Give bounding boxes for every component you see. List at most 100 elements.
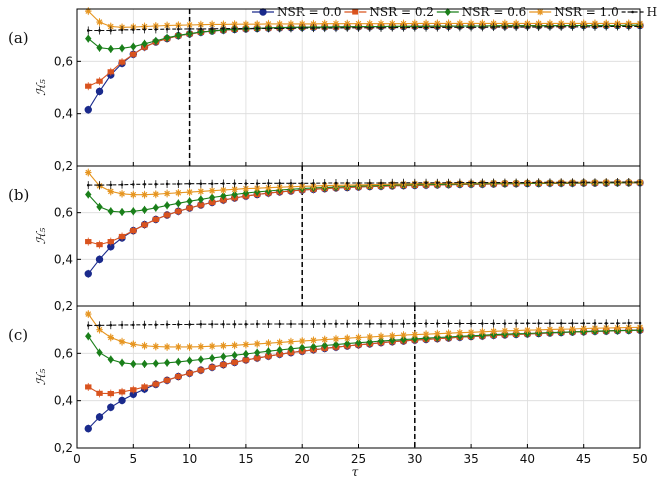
data-point: [366, 20, 373, 27]
data-point: [141, 39, 148, 48]
data-point: [390, 322, 394, 326]
data-point: [86, 29, 90, 32]
data-point: [154, 323, 158, 326]
x-tick-label: 10: [182, 452, 197, 466]
y-tick-label: 0,4: [54, 107, 73, 121]
data-point: [197, 343, 205, 350]
data-point: [253, 348, 261, 357]
data-point: [524, 326, 531, 334]
data-point: [210, 182, 214, 186]
data-point: [95, 87, 104, 96]
data-point: [593, 321, 597, 325]
data-point: [357, 322, 360, 326]
data-point: [265, 20, 272, 28]
data-point: [253, 340, 261, 348]
data-point: [604, 321, 608, 325]
data-point: [458, 322, 462, 325]
panel: 0,2 0,4 0,6 ℋ₅ (c) 0 5 10 15 20 25 30 35 40 45 50: [8, 305, 648, 466]
data-point: [366, 333, 373, 341]
data-point: [98, 324, 101, 327]
data-point: [86, 324, 90, 327]
data-point: [208, 354, 216, 363]
data-point: [436, 181, 439, 185]
data-point: [267, 322, 270, 326]
data-point: [222, 322, 225, 326]
data-point: [390, 26, 394, 29]
data-point: [379, 26, 383, 30]
data-point: [120, 28, 124, 32]
data-point: [163, 343, 171, 351]
data-point: [186, 356, 193, 365]
data-point: [107, 207, 114, 216]
data-point: [175, 199, 182, 208]
data-point: [559, 25, 563, 29]
data-point: [107, 239, 114, 245]
data-point: [413, 322, 417, 325]
data-point: [377, 20, 385, 27]
data-point: [278, 27, 281, 30]
data-point: [300, 26, 304, 30]
data-point: [197, 355, 205, 364]
y-tick-label: 0,2: [54, 159, 73, 173]
data-point: [503, 25, 507, 29]
data-point: [287, 338, 295, 345]
data-point: [389, 332, 396, 340]
data-point: [154, 28, 158, 31]
data-point: [208, 21, 216, 28]
data-point: [130, 341, 137, 348]
data-point: [96, 43, 103, 52]
data-point: [141, 191, 148, 198]
data-point: [242, 341, 250, 348]
data-point: [165, 182, 169, 186]
data-point: [208, 343, 216, 350]
data-point: [85, 310, 92, 318]
data-point: [537, 25, 540, 29]
data-point: [177, 27, 180, 31]
data-point: [152, 343, 160, 350]
legend-item: NSR = 1.0: [529, 5, 619, 19]
data-point: [220, 191, 227, 200]
y-axis-label: ℋ₅: [34, 227, 48, 244]
data-point: [289, 27, 293, 30]
data-point: [535, 326, 542, 334]
data-point: [118, 396, 126, 405]
data-point: [255, 182, 259, 185]
x-tick-label: 45: [576, 452, 591, 466]
data-point: [141, 384, 148, 390]
data-point: [253, 20, 261, 28]
data-point: [537, 181, 540, 184]
data-point: [130, 359, 137, 368]
data-point: [242, 20, 250, 28]
data-point: [481, 181, 484, 184]
data-point: [368, 322, 372, 326]
legend-marker: [444, 8, 451, 16]
data-point: [548, 321, 552, 325]
data-point: [582, 25, 585, 29]
series-line: [87, 182, 640, 275]
series-line: [88, 329, 641, 395]
data-point: [447, 322, 450, 325]
data-point: [186, 343, 193, 351]
data-point: [175, 189, 182, 197]
data-point: [276, 339, 283, 346]
x-tick-label: 40: [520, 452, 535, 466]
data-point: [199, 322, 203, 326]
data-point: [546, 326, 554, 333]
data-point: [152, 191, 160, 198]
data-point: [424, 322, 428, 325]
data-point: [95, 255, 104, 264]
data-point: [310, 337, 317, 344]
data-point: [118, 358, 126, 367]
data-point: [220, 186, 227, 194]
data-point: [616, 180, 619, 184]
data-point: [130, 191, 137, 198]
data-point: [163, 212, 171, 218]
data-point: [109, 183, 113, 187]
data-point: [289, 322, 293, 326]
data-point: [107, 188, 114, 195]
data-point: [312, 181, 315, 185]
data-point: [591, 325, 599, 332]
data-point: [242, 350, 250, 359]
data-point: [84, 106, 92, 114]
